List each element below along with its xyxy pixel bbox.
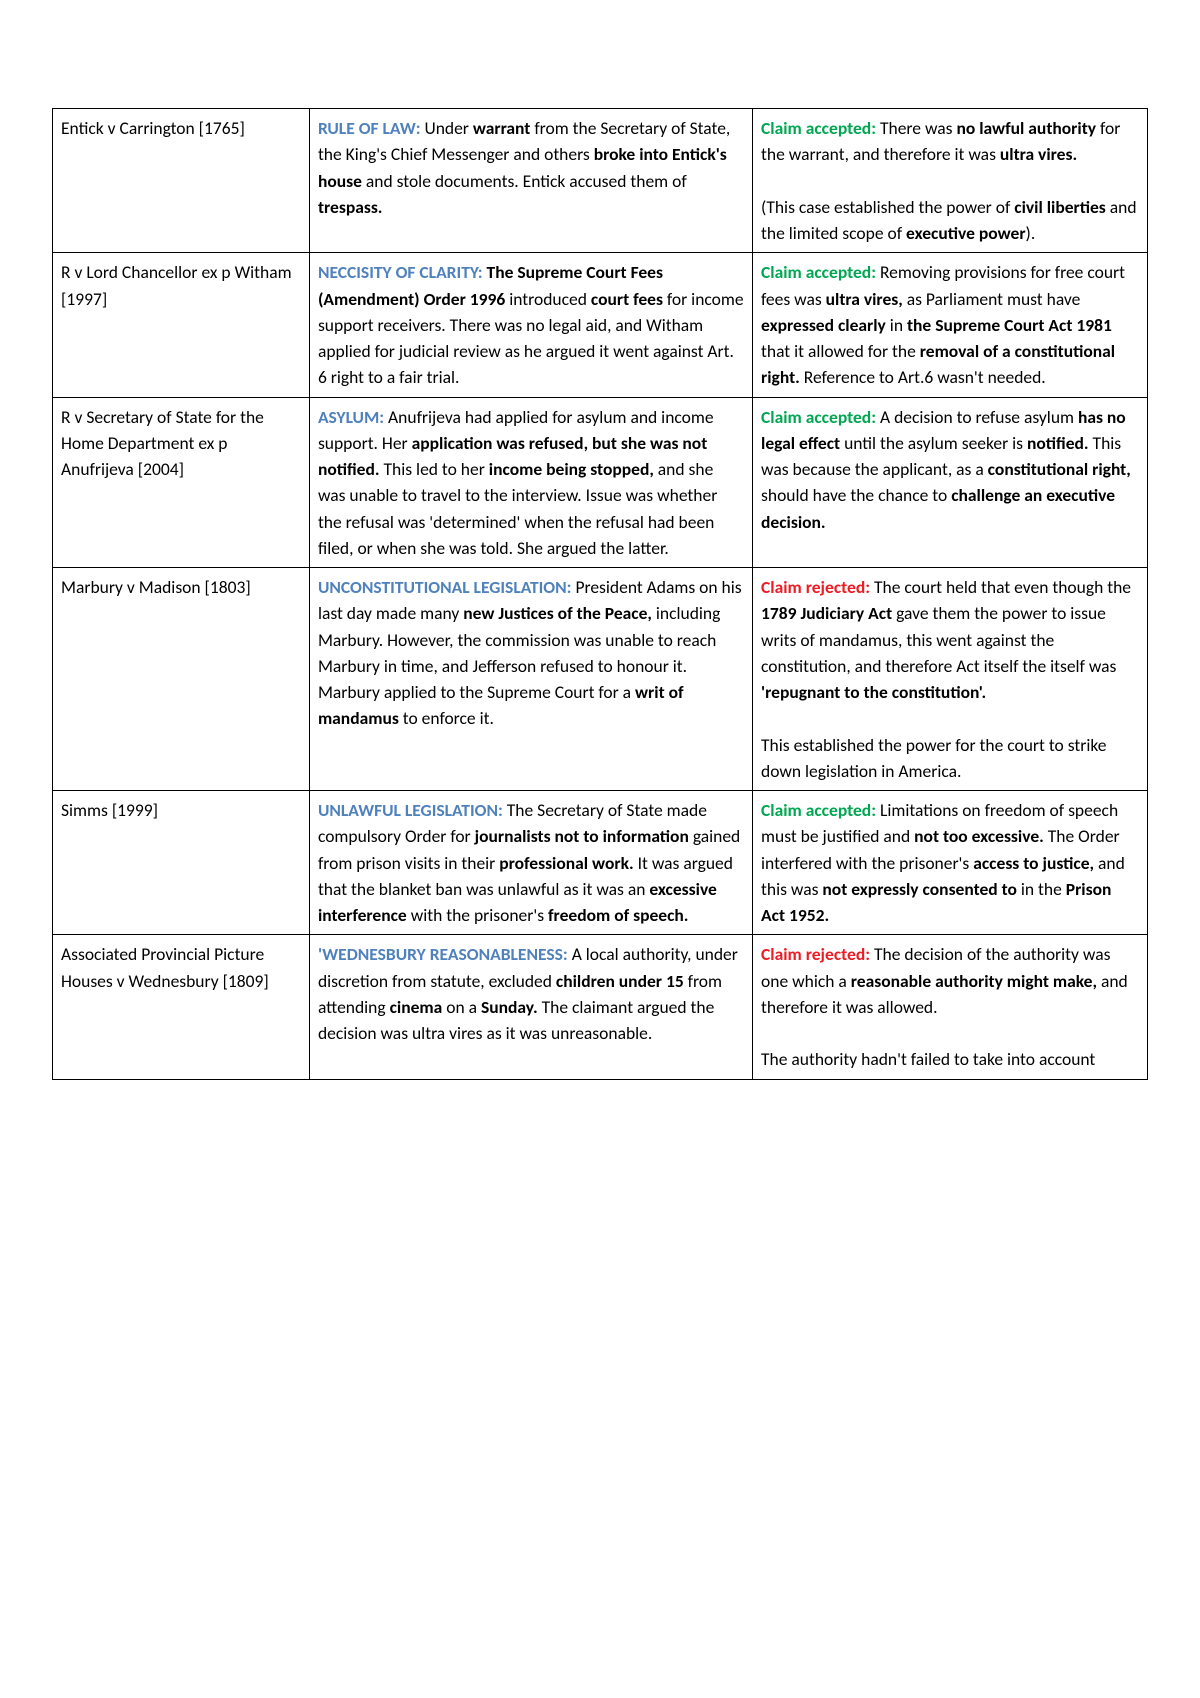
case-name-cell: Entick v Carrington [1765] (53, 109, 310, 253)
case-name-cell: R v Secretary of State for the Home Depa… (53, 397, 310, 568)
ruling-cell: Claim accepted: Limitations on freedom o… (753, 791, 1148, 935)
ruling-cell: Claim accepted: A decision to refuse asy… (753, 397, 1148, 568)
case-name-cell: Marbury v Madison [1803] (53, 568, 310, 791)
facts-cell: 'WEDNESBURY REASONABLENESS: A local auth… (309, 935, 752, 1079)
facts-cell: NECCISITY OF CLARITY: The Supreme Court … (309, 253, 752, 397)
table-row: Associated Provincial Picture Houses v W… (53, 935, 1148, 1079)
facts-cell: UNCONSTITUTIONAL LEGISLATION: President … (309, 568, 752, 791)
ruling-cell: Claim rejected: The court held that even… (753, 568, 1148, 791)
ruling-cell: Claim accepted: There was no lawful auth… (753, 109, 1148, 253)
case-name-cell: Associated Provincial Picture Houses v W… (53, 935, 310, 1079)
table-row: Entick v Carrington [1765]RULE OF LAW: U… (53, 109, 1148, 253)
table-row: Simms [1999]UNLAWFUL LEGISLATION: The Se… (53, 791, 1148, 935)
table-row: Marbury v Madison [1803]UNCONSTITUTIONAL… (53, 568, 1148, 791)
table-row: R v Lord Chancellor ex p Witham [1997]NE… (53, 253, 1148, 397)
facts-cell: UNLAWFUL LEGISLATION: The Secretary of S… (309, 791, 752, 935)
table-row: R v Secretary of State for the Home Depa… (53, 397, 1148, 568)
case-name-cell: Simms [1999] (53, 791, 310, 935)
case-table: Entick v Carrington [1765]RULE OF LAW: U… (52, 108, 1148, 1080)
case-name-cell: R v Lord Chancellor ex p Witham [1997] (53, 253, 310, 397)
facts-cell: RULE OF LAW: Under warrant from the Secr… (309, 109, 752, 253)
ruling-cell: Claim accepted: Removing provisions for … (753, 253, 1148, 397)
ruling-cell: Claim rejected: The decision of the auth… (753, 935, 1148, 1079)
facts-cell: ASYLUM: Anufrijeva had applied for asylu… (309, 397, 752, 568)
